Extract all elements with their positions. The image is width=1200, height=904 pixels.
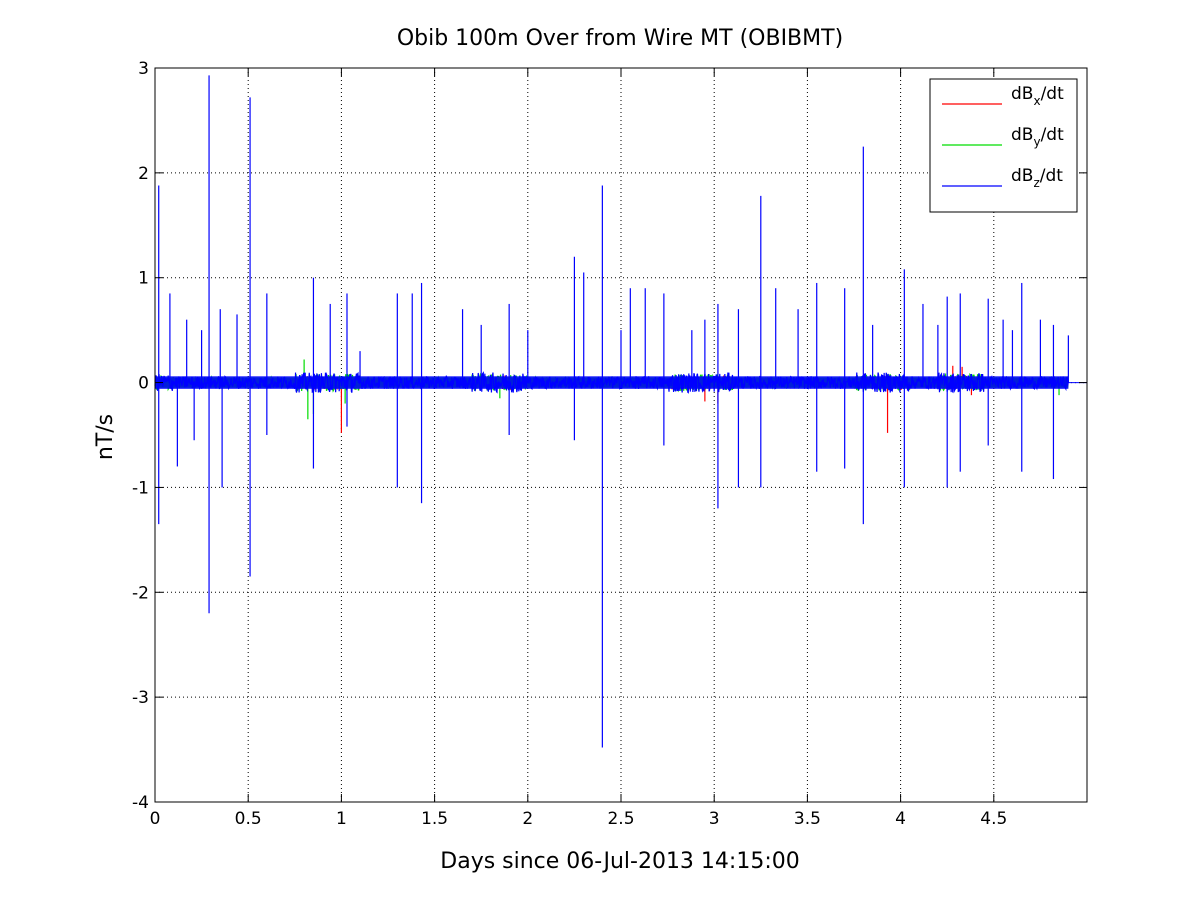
x-tick-label: 2 <box>522 809 533 829</box>
x-tick-label: 2.5 <box>607 809 634 829</box>
legend-label-dby-dt: dBy/dt <box>1011 125 1064 149</box>
legend-label-dbx-dt: dBx/dt <box>1011 84 1064 108</box>
y-tick-label: 2 <box>138 164 149 184</box>
legend-label-subscript: y <box>1033 135 1040 149</box>
series-band-dbz-dt <box>155 376 1069 389</box>
y-tick-label: -2 <box>132 583 149 603</box>
series-dbz-dt <box>154 75 1069 748</box>
y-tick-label: -3 <box>132 688 149 708</box>
y-tick-label: 3 <box>138 59 149 79</box>
x-tick-label: 4 <box>895 809 906 829</box>
legend-label-tail: /dt <box>1041 125 1065 145</box>
x-tick-label: 1 <box>336 809 347 829</box>
x-tick-label: 0 <box>150 809 161 829</box>
legend-label-main: dB <box>1011 125 1033 145</box>
x-tick-label: 1.5 <box>421 809 448 829</box>
y-tick-label: 0 <box>138 374 149 394</box>
chart-title: Obib 100m Over from Wire MT (OBIBMT) <box>397 26 843 51</box>
legend-label-dbz-dt: dBz/dt <box>1011 166 1063 190</box>
legend-label-subscript: x <box>1033 94 1040 108</box>
legend-label-subscript: z <box>1033 176 1039 190</box>
legend-label-main: dB <box>1011 84 1033 104</box>
x-tick-label: 0.5 <box>235 809 262 829</box>
x-tick-label: 3.5 <box>794 809 821 829</box>
x-axis-label: Days since 06-Jul-2013 14:15:00 <box>440 849 799 874</box>
y-tick-label: -4 <box>132 793 149 813</box>
y-tick-label: 1 <box>138 269 149 289</box>
legend-label-tail: /dt <box>1040 166 1064 186</box>
x-tick-label: 3 <box>709 809 720 829</box>
legend-label-tail: /dt <box>1041 84 1065 104</box>
plot-area: 0 0.5 1 1.5 2 2.5 3 3.5 4 4.53210-1-2-3-4dBx/dtdB… <box>132 59 1088 829</box>
x-tick-label: 4.5 <box>980 809 1007 829</box>
y-tick-label: -1 <box>132 478 149 498</box>
legend-label-main: dB <box>1011 166 1033 186</box>
y-axis-label: nT/s <box>93 414 118 460</box>
